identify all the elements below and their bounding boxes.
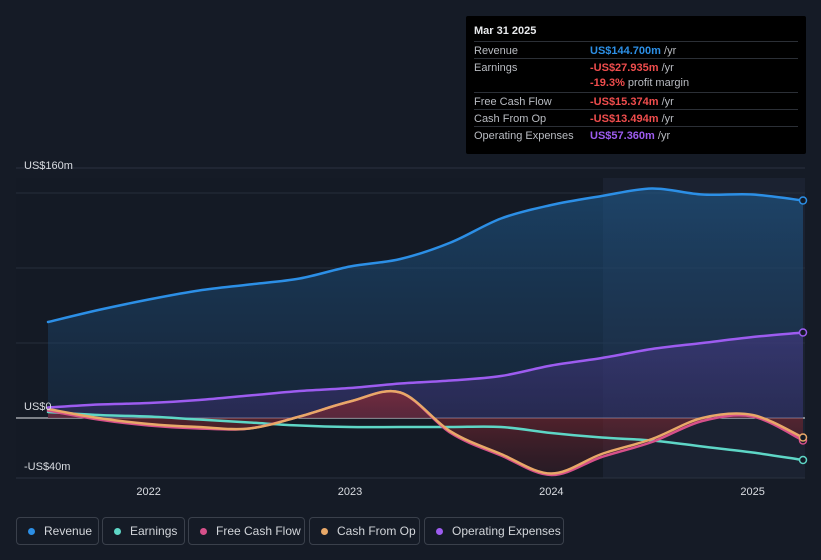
tooltip-label: Free Cash Flow — [474, 96, 552, 108]
legend-dot-icon — [114, 528, 121, 535]
revenue-end-marker — [798, 196, 808, 205]
revenue-value: US$144.700m — [590, 45, 661, 57]
legend-label: Earnings — [130, 524, 178, 538]
operating-expenses-area — [48, 332, 803, 418]
earnings-value: -US$27.935m — [590, 62, 659, 74]
legend-label: Revenue — [44, 524, 93, 538]
unit: /yr — [664, 45, 677, 57]
tooltip-label: Cash From Op — [474, 113, 547, 125]
y-axis-label: -US$40m — [24, 461, 70, 473]
unit: /yr — [661, 96, 674, 108]
earnings-end-marker — [798, 455, 808, 465]
operating-expenses-line — [46, 331, 805, 409]
tooltip: Mar 31 2025 Revenue US$144.700m /yr Earn… — [466, 16, 806, 154]
revenue-line — [46, 187, 805, 324]
y-axis-label: US$0 — [24, 401, 52, 413]
tooltip-date: Mar 31 2025 — [474, 25, 537, 37]
x-axis-tick-label: 2024 — [539, 486, 563, 498]
tooltip-row-earnings: Earnings -US$27.935m /yr — [474, 58, 798, 76]
opex-value: US$57.360m — [590, 130, 655, 142]
cash-from-op-end-marker — [798, 433, 808, 442]
profit-margin-label: profit margin — [627, 77, 690, 89]
legend-item-cash-from-op[interactable]: Cash From Op — [309, 517, 420, 545]
legend-item-earnings[interactable]: Earnings — [102, 517, 185, 545]
profit-margin: -19.3% profit margin — [590, 77, 689, 89]
legend-dot-icon — [28, 528, 35, 535]
unit: /yr — [657, 130, 671, 142]
tooltip-row-revenue: Revenue US$144.700m /yr — [474, 41, 798, 59]
tooltip-label: Operating Expenses — [474, 130, 574, 142]
x-axis-tick-label: 2022 — [136, 486, 160, 498]
tooltip-row-free-cash-flow: Free Cash Flow -US$15.374m /yr — [474, 92, 798, 110]
fcf-value: -US$15.374m — [590, 96, 659, 108]
tooltip-row-operating-expenses: Operating Expenses US$57.360m /yr — [474, 126, 798, 144]
legend-label: Operating Expenses — [452, 524, 561, 538]
legend-dot-icon — [321, 528, 328, 535]
legend-item-revenue[interactable]: Revenue — [16, 517, 99, 545]
tooltip-label: Earnings — [474, 62, 518, 74]
unit: /yr — [661, 62, 674, 74]
x-axis-tick-label: 2025 — [740, 486, 764, 498]
legend-item-free-cash-flow[interactable]: Free Cash Flow — [188, 517, 305, 545]
y-axis-label: US$160m — [24, 160, 73, 172]
legend-label: Free Cash Flow — [216, 524, 301, 538]
cfo-value: -US$13.494m — [590, 113, 659, 125]
operating-expenses-end-marker — [798, 328, 808, 337]
tooltip-value: US$57.360m /yr — [590, 130, 670, 142]
legend-label: Cash From Op — [337, 524, 416, 538]
legend-dot-icon — [436, 528, 443, 535]
tooltip-value: -US$27.935m /yr — [590, 62, 674, 74]
free-cash-flow-area — [48, 391, 803, 476]
tooltip-row-cash-from-op: Cash From Op -US$13.494m /yr — [474, 109, 798, 127]
cash-from-op-line — [46, 389, 805, 475]
profit-margin-value: -19.3% — [590, 77, 625, 89]
legend-dot-icon — [200, 528, 207, 535]
x-axis-tick-label: 2023 — [338, 486, 362, 498]
earnings-line — [46, 410, 805, 462]
tooltip-label: Revenue — [474, 45, 519, 57]
tooltip-value: -US$15.374m /yr — [590, 96, 674, 108]
legend-item-operating-expenses[interactable]: Operating Expenses — [424, 517, 564, 545]
unit: /yr — [661, 113, 674, 125]
tooltip-value: -US$13.494m /yr — [590, 113, 674, 125]
tooltip-value: US$144.700m /yr — [590, 45, 676, 57]
